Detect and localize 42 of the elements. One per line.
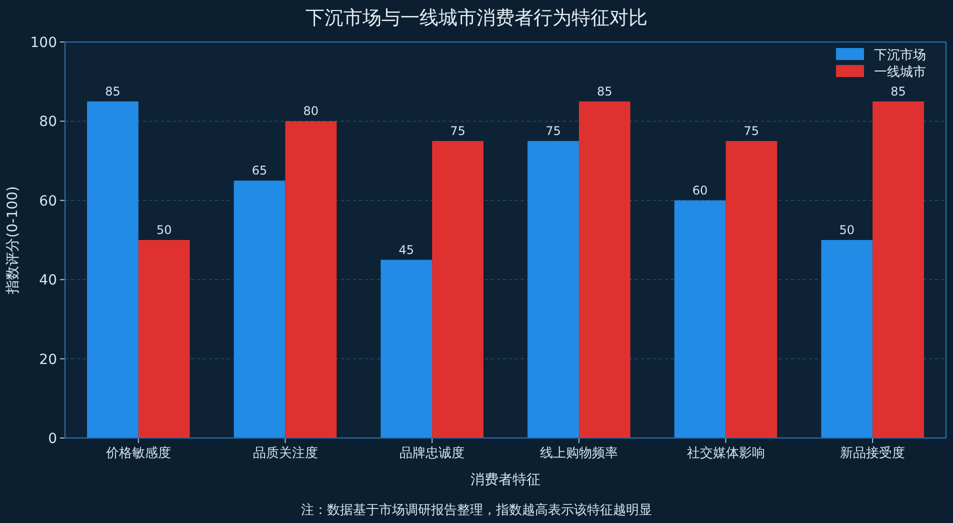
y-tick-label: 60 [39,193,57,210]
y-tick-label: 100 [30,35,57,51]
data-label: 65 [252,164,268,178]
x-tick-label: 新品接受度 [840,445,906,461]
bar [578,101,630,438]
data-label: 75 [546,124,561,138]
data-label: 50 [156,223,172,237]
bar [234,180,286,438]
x-axis-title: 消费者特征 [470,472,540,488]
bar [726,141,778,438]
data-label: 75 [744,124,760,138]
chart-title: 下沉市场与一线城市消费者行为特征对比 [306,7,648,29]
bar [674,200,726,438]
x-tick-label: 价格敏感度 [104,445,171,461]
data-label: 85 [105,84,120,98]
y-axis-title: 指数评分(0-100) [5,186,21,295]
data-label: 45 [398,242,414,257]
data-label: 85 [890,84,906,98]
y-tick-label: 20 [39,352,57,368]
data-label: 75 [450,124,466,138]
y-tick-label: 40 [39,272,57,289]
legend-label: 一线城市 [874,65,926,80]
y-tick-label: 80 [39,114,57,130]
text: 注：数据基于市场调研报告整理，指数越高表示该特征越明显 [301,502,652,518]
bar [87,101,138,438]
x-tick-label: 品牌忠诚度 [400,445,465,461]
bar [138,240,190,438]
bar [821,240,873,438]
bar [528,141,579,438]
x-tick-label: 线上购物频率 [540,445,618,461]
legend-label: 下沉市场 [874,48,926,63]
data-label: 85 [596,84,612,98]
x-tick-label: 社交媒体影响 [686,445,765,461]
bar [432,141,484,438]
y-tick-label: 0 [48,431,57,447]
bar [380,260,432,438]
bar [285,121,337,438]
data-label: 60 [692,183,708,198]
x-tick-label: 品质关注度 [252,445,318,461]
data-label: 80 [303,104,319,118]
bar [872,101,924,438]
data-label: 50 [839,223,855,237]
